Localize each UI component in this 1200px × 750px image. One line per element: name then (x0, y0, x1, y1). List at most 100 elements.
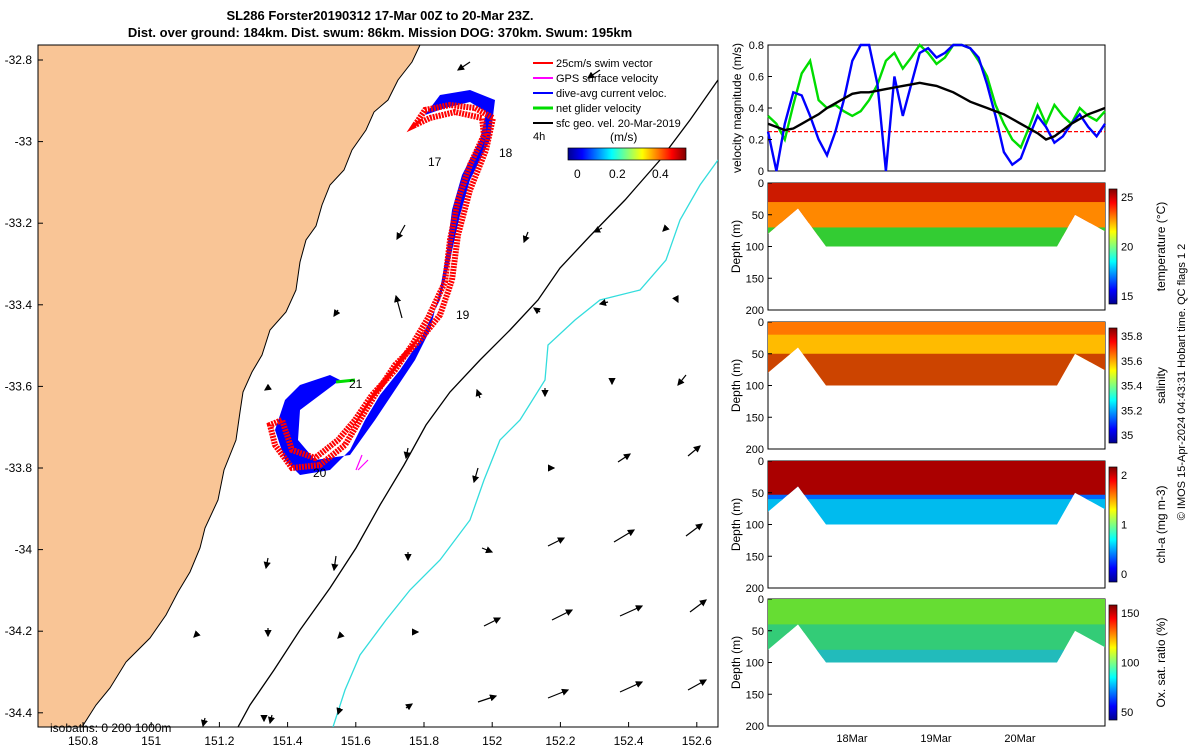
lon-tick-label: 152.4 (614, 734, 644, 748)
velocity-ytick-label: 0 (758, 166, 764, 178)
depth-axis-label: Depth (m) (729, 359, 743, 412)
geo-velocity-arrow (336, 707, 344, 716)
legend-entry: net glider velocity (556, 103, 641, 115)
day-label: 21 (349, 377, 363, 391)
lon-tick-label: 152 (482, 734, 502, 748)
geo-velocity-arrow (687, 679, 708, 691)
glider-track-blue (275, 90, 495, 475)
geo-velocity-arrow (394, 294, 403, 319)
isobaths-label: isobaths: 0 200 1000m (50, 721, 171, 735)
velocity-series-line (767, 43, 1106, 150)
map-legend: 25cm/s swim vector GPS surface velocity … (533, 58, 681, 143)
lon-tick-label: 151.8 (409, 734, 439, 748)
velocity-ytick-label: 0.8 (749, 40, 764, 52)
colorbar-tick-label: 100 (1121, 658, 1139, 670)
colorbar-tick-label: 2 (1121, 470, 1127, 482)
credit-text: © IMOS 15-Apr-2024 04:43:31 Hobart time.… (1176, 244, 1188, 521)
colorbar-tick: 0.4 (652, 167, 669, 181)
lon-tick-label: 151 (141, 734, 161, 748)
colorbar-tick-label: 15 (1121, 291, 1133, 303)
geo-velocity-arrow (533, 307, 541, 315)
geo-velocity-arrow (587, 69, 601, 79)
geo-velocity-arrow (481, 546, 494, 554)
geo-velocity-arrow (598, 299, 609, 307)
geo-velocity-arrow (672, 295, 679, 304)
section-panel: 0 50 100 150 200 Depth (m) 2 1 0 chl-a (mg m-3) (729, 456, 1168, 595)
depth-tick-label: 100 (746, 520, 764, 532)
day-label: 17 (428, 155, 442, 169)
colorbar-tick-label: 150 (1121, 608, 1139, 620)
map-lon-ticks: 150.8 151 151.2 151.4 151.6 151.8 152 152.2 152.… (68, 722, 712, 748)
time-tick-label: 18Mar (836, 733, 868, 745)
lat-tick-label: -33 (15, 135, 33, 149)
depth-tick-label: 150 (746, 412, 764, 424)
section-panel: 0 50 100 150 200 Depth (m) 35.8 35.6 35.4 35.2 35 s… (729, 317, 1168, 456)
depth-tick-label: 100 (746, 658, 764, 670)
lon-tick-label: 150.8 (68, 734, 98, 748)
velocity-ylabel: velocity magnitude (m/s) (730, 43, 744, 173)
colorbar-title: Ox. sat. ratio (%) (1154, 617, 1168, 707)
lat-tick-label: -34.4 (5, 706, 33, 720)
colorbar-tick-label: 1 (1121, 520, 1127, 532)
colorbar-tick: 0.2 (609, 167, 626, 181)
geo-velocity-arrow (619, 605, 644, 617)
map-panel: 17 18 19 20 21 25cm/s swim vector GPS su… (5, 44, 719, 748)
depth-tick-label: 200 (746, 583, 764, 595)
day-label: 20 (313, 466, 327, 480)
depth-tick-label: 200 (746, 305, 764, 317)
lon-tick-label: 152.2 (545, 734, 575, 748)
geo-velocity-arrow (547, 537, 566, 547)
section-fill-band (768, 499, 1105, 525)
colorbar-tick-label: 35.2 (1121, 405, 1142, 417)
section-fill-band (768, 649, 1105, 663)
geo-velocity-arrow (193, 630, 201, 638)
colorbar-tick-label: 50 (1121, 707, 1133, 719)
colorbar-title: temperature (°C) (1154, 202, 1168, 292)
lon-tick-label: 152.6 (682, 734, 712, 748)
depth-axis-label: Depth (m) (729, 498, 743, 551)
section-fill-band (768, 461, 1105, 495)
vector-scale-note: 4h (533, 131, 545, 143)
time-tick-label: 20Mar (1004, 733, 1036, 745)
geo-velocity-arrow (551, 609, 574, 621)
depth-tick-label: 150 (746, 551, 764, 563)
lat-tick-label: -33.8 (5, 461, 33, 475)
geo-velocity-arrow (592, 226, 603, 233)
section-panel: 0 50 100 150 200 Depth (m) 25 20 15 temperature (… (729, 178, 1168, 317)
lat-tick-label: -33.2 (5, 216, 33, 230)
isobath-1000 (332, 159, 718, 727)
depth-tick-label: 200 (746, 721, 764, 733)
section-fill-band (768, 227, 1105, 247)
geo-velocity-arrow (685, 523, 703, 537)
legend-entry: 25cm/s swim vector (556, 58, 653, 70)
depth-axis-label: Depth (m) (729, 220, 743, 273)
colorbar-bar (567, 147, 687, 161)
lon-tick-label: 151.2 (204, 734, 234, 748)
colorbar-tick-label: 35.8 (1121, 331, 1142, 343)
colorbar-title: chl-a (mg m-3) (1154, 485, 1168, 563)
geo-velocity-arrow (619, 681, 644, 693)
speed-colorbar: (m/s) 0 0.2 0.4 (567, 130, 687, 181)
geo-velocity-arrow (200, 717, 208, 728)
depth-tick-label: 150 (746, 273, 764, 285)
geo-velocity-arrow (477, 694, 498, 703)
velocity-ytick-label: 0.4 (749, 103, 764, 115)
depth-tick-label: 100 (746, 242, 764, 254)
day-label: 18 (499, 146, 513, 160)
depth-tick-label: 50 (752, 488, 764, 500)
geo-velocity-arrow (403, 447, 411, 460)
day-label: 19 (456, 308, 470, 322)
colorbar-tick-label: 25 (1121, 192, 1133, 204)
geo-velocity-arrow (677, 374, 687, 386)
geo-velocity-arrow (337, 631, 345, 639)
geo-velocity-arrow (483, 617, 502, 627)
geo-velocity-arrow (613, 529, 636, 543)
legend-entry: GPS surface velocity (556, 73, 659, 85)
colorbar-tick-label: 35 (1121, 430, 1133, 442)
geo-velocity-arrow (405, 703, 413, 711)
section-colorbar (1108, 604, 1118, 721)
depth-axis-label: Depth (m) (729, 636, 743, 689)
geo-velocity-vectors (193, 61, 708, 728)
